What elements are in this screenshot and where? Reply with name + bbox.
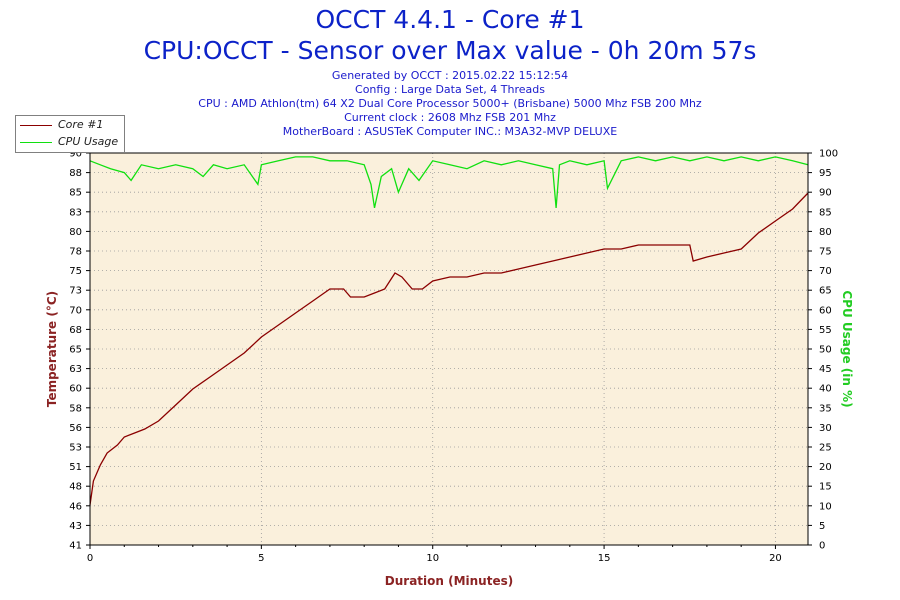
cpu-usage-line	[89, 156, 809, 209]
y2-tick-label: 70	[819, 266, 832, 277]
clock-info: Current clock : 2608 Mhz FSB 201 Mhz	[344, 111, 556, 124]
y2-tick-label: 30	[819, 423, 832, 434]
y2-tick-label: 15	[819, 482, 832, 493]
y2-tick-label: 80	[819, 227, 832, 238]
y-tick-label: 56	[69, 423, 82, 434]
y2-tick-label: 65	[819, 286, 832, 297]
y2-tick-label: 75	[819, 247, 832, 258]
y-tick-label: 60	[69, 384, 82, 395]
y-tick-label: 51	[69, 462, 82, 473]
generated-info: Generated by OCCT : 2015.02.22 15:12:54	[331, 69, 569, 82]
y2-tick-label: 5	[819, 521, 825, 532]
y2-tick-label: 10	[819, 501, 832, 512]
x-tick-label: 5	[258, 553, 264, 564]
y2-tick-label: 0	[819, 541, 825, 552]
x-axis-label: Duration (Minutes)	[385, 574, 513, 588]
y-tick-label: 90	[69, 149, 82, 160]
y2-axis-label: CPU Usage (in %)	[840, 290, 854, 407]
y-tick-label: 65	[69, 345, 82, 356]
y2-tick-label: 85	[819, 207, 832, 218]
y2-tick-label: 55	[819, 325, 832, 336]
plot-frame	[89, 152, 809, 546]
y2-tick-label: 25	[819, 443, 832, 454]
y-tick-label: 41	[69, 541, 82, 552]
y-tick-label: 63	[69, 364, 82, 375]
legend-label-cpu: CPU Usage	[58, 135, 119, 148]
motherboard-info: MotherBoard : ASUSTeK Computer INC.: M3A…	[282, 125, 618, 138]
y-tick-label: 80	[69, 227, 82, 238]
legend-swatch-core	[20, 124, 52, 126]
y2-tick-label: 90	[819, 188, 832, 199]
x-tick-label: 20	[769, 553, 782, 564]
y2-tick-label: 100	[819, 149, 838, 160]
y-tick-label: 85	[69, 188, 82, 199]
y-tick-label: 83	[69, 207, 82, 218]
config-info: Config : Large Data Set, 4 Threads	[355, 83, 545, 96]
y2-tick-label: 50	[819, 345, 832, 356]
y2-tick-label: 95	[819, 168, 832, 179]
y-axis-label: Temperature (°C)	[45, 291, 59, 407]
y-tick-label: 48	[69, 482, 82, 493]
y2-tick-label: 60	[819, 305, 832, 316]
plot-background	[90, 153, 808, 545]
y-tick-label: 46	[69, 501, 82, 512]
legend-swatch-cpu	[20, 141, 52, 143]
y-tick-label: 58	[69, 403, 82, 414]
y-tick-label: 78	[69, 247, 82, 258]
chart-legend: Core #1 CPU Usage	[15, 115, 125, 153]
legend-label-core: Core #1	[58, 118, 104, 131]
core-temperature-line	[89, 192, 809, 506]
x-tick-label: 0	[87, 553, 93, 564]
y-tick-label: 70	[69, 305, 82, 316]
y-tick-label: 43	[69, 521, 82, 532]
y2-tick-label: 35	[819, 403, 832, 414]
x-tick-label: 15	[598, 553, 611, 564]
y2-tick-label: 20	[819, 462, 832, 473]
y-tick-label: 88	[69, 168, 82, 179]
chart-title: OCCT 4.4.1 - Core #1	[315, 5, 585, 34]
y-tick-label: 53	[69, 443, 82, 454]
legend-item-core: Core #1	[20, 117, 103, 133]
legend-item-cpu: CPU Usage	[20, 134, 118, 150]
y-tick-label: 68	[69, 325, 82, 336]
chart-subtitle: CPU:OCCT - Sensor over Max value - 0h 20…	[143, 36, 757, 65]
y2-tick-label: 45	[819, 364, 832, 375]
y2-tick-label: 40	[819, 384, 832, 395]
x-tick-label: 10	[426, 553, 439, 564]
y-tick-label: 75	[69, 266, 82, 277]
cpu-info: CPU : AMD Athlon(tm) 64 X2 Dual Core Pro…	[198, 97, 702, 110]
y-tick-label: 73	[69, 286, 82, 297]
